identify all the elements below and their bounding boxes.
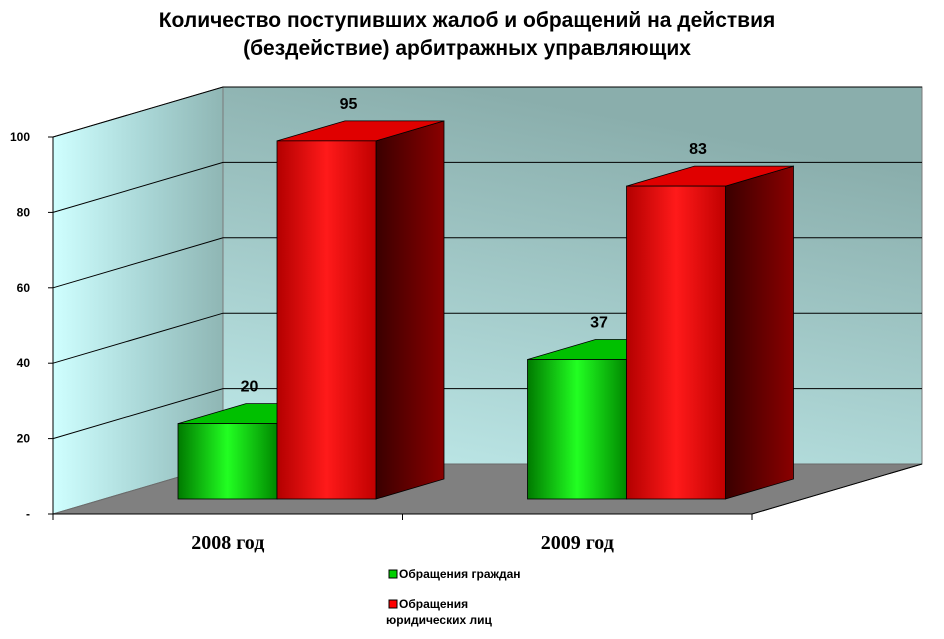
chart-title: Количество поступивших жалоб и обращений… bbox=[159, 9, 776, 60]
chart-title-line-2: (бездействие) арбитражных управляющих bbox=[243, 37, 691, 60]
y-tick-label: 40 bbox=[17, 356, 31, 370]
x-category-label: 2009 год bbox=[541, 532, 614, 554]
y-tick-label: - bbox=[26, 507, 30, 521]
legend-item: Обращения юридических лиц bbox=[386, 597, 492, 627]
legend: Обращения граждан Обращения юридических ли… bbox=[386, 567, 521, 627]
plot-area: - 20 40 60 80 100 2008 год 2009 год 20 95 37 83 bbox=[10, 86, 923, 554]
legend-swatch bbox=[388, 599, 398, 609]
gridline bbox=[52, 86, 922, 138]
data-label: 20 bbox=[241, 379, 259, 396]
data-label: 83 bbox=[689, 141, 707, 158]
legend-item: Обращения граждан bbox=[388, 567, 521, 581]
data-label: 37 bbox=[590, 315, 608, 332]
legend-label: юридических лиц bbox=[386, 613, 492, 627]
y-tick-label: 20 bbox=[17, 432, 31, 446]
bar bbox=[626, 165, 794, 500]
x-category-label: 2008 год bbox=[191, 532, 264, 554]
data-label: 95 bbox=[340, 96, 358, 113]
gridline bbox=[52, 161, 922, 213]
legend-swatch bbox=[388, 569, 398, 579]
bar bbox=[276, 120, 445, 500]
y-tick-label: 100 bbox=[10, 130, 30, 144]
chart-title-line-1: Количество поступивших жалоб и обращений… bbox=[159, 9, 776, 32]
legend-label: Обращения граждан bbox=[399, 567, 521, 581]
y-tick-label: 60 bbox=[17, 281, 31, 295]
legend-label: Обращения bbox=[399, 597, 468, 611]
y-tick-label: 80 bbox=[17, 205, 31, 219]
